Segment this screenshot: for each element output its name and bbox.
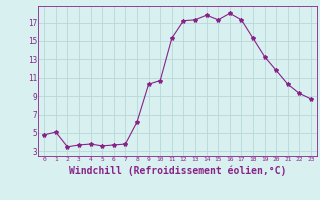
X-axis label: Windchill (Refroidissement éolien,°C): Windchill (Refroidissement éolien,°C) — [69, 165, 286, 176]
